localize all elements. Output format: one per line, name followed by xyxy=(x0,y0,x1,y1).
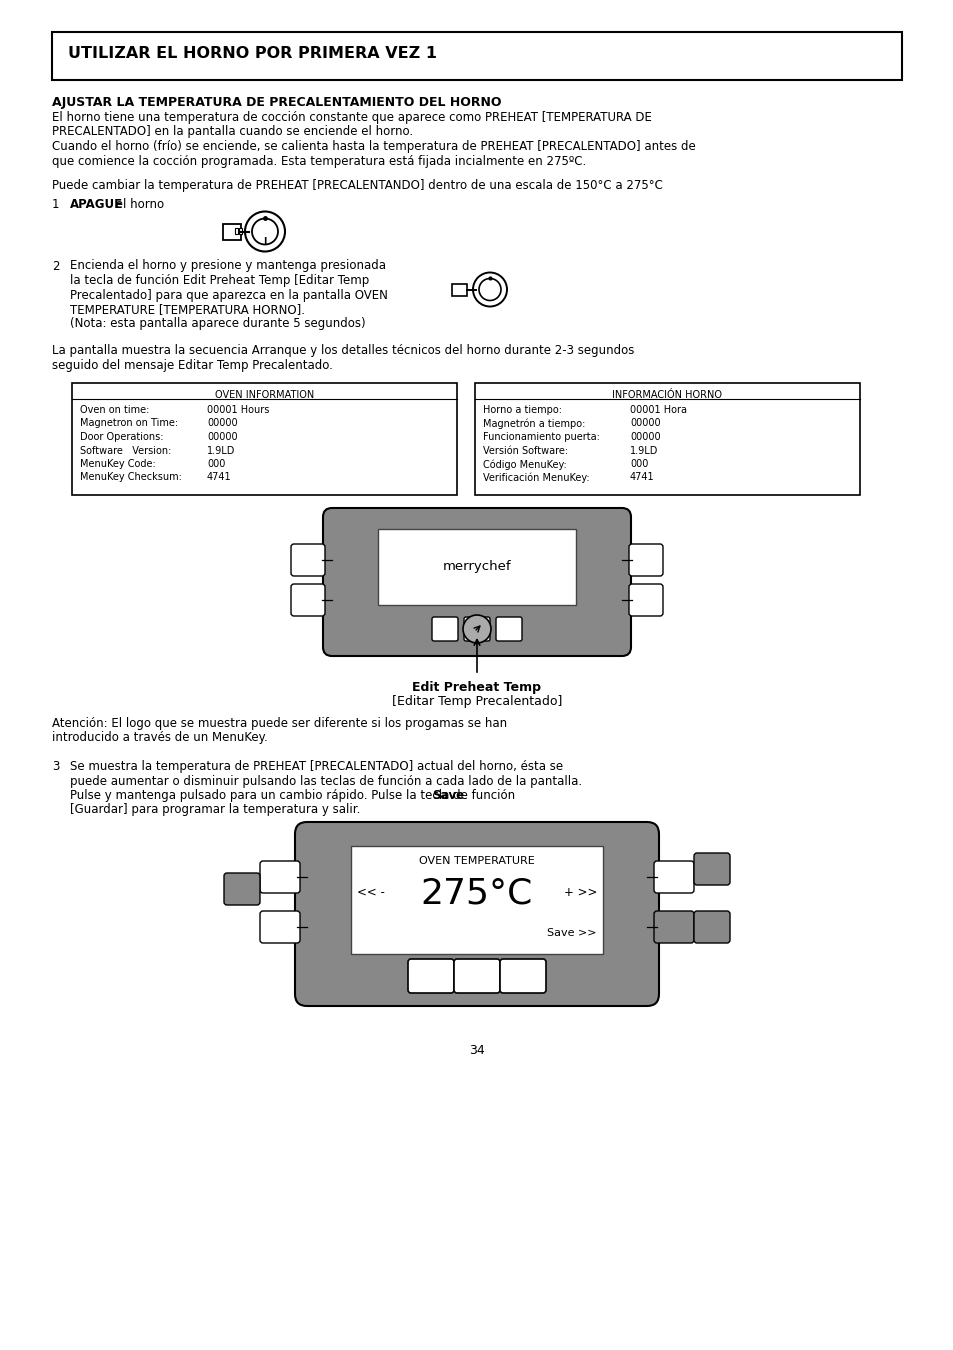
FancyBboxPatch shape xyxy=(408,958,454,994)
Text: Código MenuKey:: Código MenuKey: xyxy=(482,459,566,470)
Text: 00000: 00000 xyxy=(207,418,237,428)
Text: OVEN TEMPERATURE: OVEN TEMPERATURE xyxy=(418,856,535,865)
Text: Funcionamiento puerta:: Funcionamiento puerta: xyxy=(482,432,599,441)
Text: 3: 3 xyxy=(52,760,59,774)
Text: merrychef: merrychef xyxy=(442,560,511,572)
Text: 00000: 00000 xyxy=(207,432,237,441)
Bar xyxy=(351,846,602,954)
Text: Puede cambiar la temperatura de PREHEAT [PRECALENTANDO] dentro de una escala de : Puede cambiar la temperatura de PREHEAT … xyxy=(52,180,662,192)
Text: 00000: 00000 xyxy=(629,432,659,441)
FancyBboxPatch shape xyxy=(654,861,693,892)
Bar xyxy=(223,224,241,239)
Text: 000: 000 xyxy=(207,459,225,468)
FancyBboxPatch shape xyxy=(654,911,693,944)
Text: 00001 Hours: 00001 Hours xyxy=(207,405,269,414)
Text: Magnetron on Time:: Magnetron on Time: xyxy=(80,418,178,428)
Text: MenuKey Code:: MenuKey Code: xyxy=(80,459,155,468)
Text: 275°C: 275°C xyxy=(420,876,533,910)
Text: APAGUE: APAGUE xyxy=(70,197,123,211)
FancyBboxPatch shape xyxy=(454,958,499,994)
Text: [Editar Temp Precalentado]: [Editar Temp Precalentado] xyxy=(392,695,561,707)
FancyBboxPatch shape xyxy=(432,617,457,641)
FancyBboxPatch shape xyxy=(291,544,325,576)
Bar xyxy=(377,529,576,605)
FancyBboxPatch shape xyxy=(693,853,729,886)
Text: OVEN INFORMATION: OVEN INFORMATION xyxy=(214,390,314,400)
Text: 1: 1 xyxy=(52,197,59,211)
FancyBboxPatch shape xyxy=(294,822,659,1006)
Text: 00001 Hora: 00001 Hora xyxy=(629,405,686,414)
Text: 4741: 4741 xyxy=(207,472,232,482)
Text: el horno: el horno xyxy=(112,197,164,211)
Text: la tecla de función Edit Preheat Temp [Editar Temp: la tecla de función Edit Preheat Temp [E… xyxy=(70,274,369,288)
Text: 34: 34 xyxy=(469,1044,484,1057)
Text: Cuando el horno (frío) se enciende, se calienta hasta la temperatura de PREHEAT : Cuando el horno (frío) se enciende, se c… xyxy=(52,140,695,153)
Text: MenuKey Checksum:: MenuKey Checksum: xyxy=(80,472,182,482)
Text: [Guardar] para programar la temperatura y salir.: [Guardar] para programar la temperatura … xyxy=(70,803,360,817)
Text: 4741: 4741 xyxy=(629,472,654,482)
FancyBboxPatch shape xyxy=(693,911,729,944)
Text: I: I xyxy=(263,238,267,247)
Bar xyxy=(71,383,456,495)
Text: 1.9LD: 1.9LD xyxy=(207,446,235,455)
Text: UTILIZAR EL HORNO POR PRIMERA VEZ 1: UTILIZAR EL HORNO POR PRIMERA VEZ 1 xyxy=(68,46,436,61)
Text: puede aumentar o disminuir pulsando las teclas de función a cada lado de la pant: puede aumentar o disminuir pulsando las … xyxy=(70,775,581,787)
Text: 00000: 00000 xyxy=(629,418,659,428)
Text: Save >>: Save >> xyxy=(547,927,597,938)
FancyBboxPatch shape xyxy=(628,585,662,616)
Text: Atención: El logo que se muestra puede ser diferente si los progamas se han: Atención: El logo que se muestra puede s… xyxy=(52,717,507,730)
Text: Save: Save xyxy=(432,788,464,802)
Text: 1.9LD: 1.9LD xyxy=(629,446,658,455)
Bar xyxy=(452,284,467,296)
Text: Pulse y mantenga pulsado para un cambio rápido. Pulse la tecla de función: Pulse y mantenga pulsado para un cambio … xyxy=(70,788,518,802)
Text: + >>: + >> xyxy=(563,886,597,899)
Text: 000: 000 xyxy=(629,459,648,468)
FancyBboxPatch shape xyxy=(628,544,662,576)
Bar xyxy=(239,228,242,234)
Text: El horno tiene una temperatura de cocción constante que aparece como PREHEAT [TE: El horno tiene una temperatura de cocció… xyxy=(52,111,651,124)
Text: Software   Version:: Software Version: xyxy=(80,446,172,455)
Bar xyxy=(234,228,237,234)
Text: Verificación MenuKey:: Verificación MenuKey: xyxy=(482,472,589,483)
Bar xyxy=(475,383,859,495)
Text: 2: 2 xyxy=(52,259,59,273)
FancyBboxPatch shape xyxy=(224,873,260,905)
Text: << -: << - xyxy=(356,886,384,899)
FancyBboxPatch shape xyxy=(291,585,325,616)
Text: (Nota: esta pantalla aparece durante 5 segundos): (Nota: esta pantalla aparece durante 5 s… xyxy=(70,317,365,331)
Text: Door Operations:: Door Operations: xyxy=(80,432,163,441)
Circle shape xyxy=(462,616,491,643)
Text: Se muestra la temperatura de PREHEAT [PRECALENTADO] actual del horno, ésta se: Se muestra la temperatura de PREHEAT [PR… xyxy=(70,760,562,774)
FancyBboxPatch shape xyxy=(260,911,299,944)
Text: Horno a tiempo:: Horno a tiempo: xyxy=(482,405,561,414)
Text: Oven on time:: Oven on time: xyxy=(80,405,150,414)
Text: Edit Preheat Temp: Edit Preheat Temp xyxy=(412,680,541,694)
FancyBboxPatch shape xyxy=(260,861,299,892)
FancyBboxPatch shape xyxy=(323,508,630,656)
Text: Magnetrón a tiempo:: Magnetrón a tiempo: xyxy=(482,418,585,429)
Text: introducido a través de un MenuKey.: introducido a través de un MenuKey. xyxy=(52,732,268,744)
Text: TEMPERATURE [TEMPERATURA HORNO].: TEMPERATURE [TEMPERATURA HORNO]. xyxy=(70,302,305,316)
Text: La pantalla muestra la secuencia Arranque y los detalles técnicos del horno dura: La pantalla muestra la secuencia Arranqu… xyxy=(52,344,634,356)
FancyBboxPatch shape xyxy=(499,958,545,994)
Text: seguido del mensaje Editar Temp Precalentado.: seguido del mensaje Editar Temp Precalen… xyxy=(52,359,333,371)
FancyBboxPatch shape xyxy=(496,617,521,641)
Text: Precalentado] para que aparezca en la pantalla OVEN: Precalentado] para que aparezca en la pa… xyxy=(70,289,388,301)
Text: Versión Software:: Versión Software: xyxy=(482,446,568,455)
Text: Encienda el horno y presione y mantenga presionada: Encienda el horno y presione y mantenga … xyxy=(70,259,386,273)
Text: PRECALENTADO] en la pantalla cuando se enciende el horno.: PRECALENTADO] en la pantalla cuando se e… xyxy=(52,126,413,139)
Bar xyxy=(52,32,901,80)
FancyBboxPatch shape xyxy=(463,617,490,641)
Text: AJUSTAR LA TEMPERATURA DE PRECALENTAMIENTO DEL HORNO: AJUSTAR LA TEMPERATURA DE PRECALENTAMIEN… xyxy=(52,96,501,109)
Text: INFORMACIÓN HORNO: INFORMACIÓN HORNO xyxy=(612,390,721,400)
Text: que comience la cocción programada. Esta temperatura está fijada incialmente en : que comience la cocción programada. Esta… xyxy=(52,154,586,167)
